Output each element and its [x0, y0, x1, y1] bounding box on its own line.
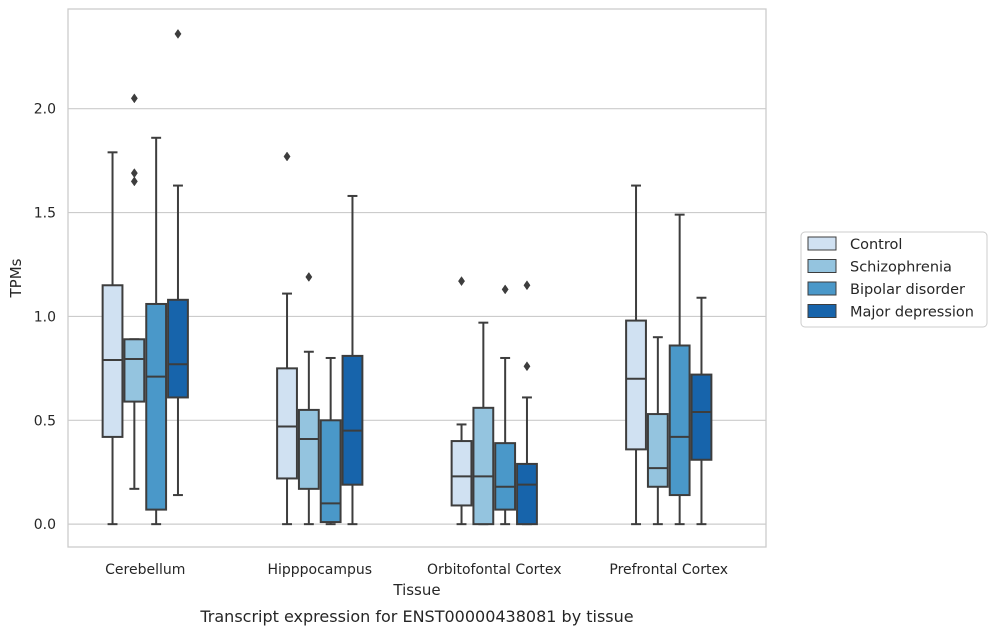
- box-body: [123, 338, 146, 403]
- box-control: [625, 184, 647, 526]
- box-control: [450, 276, 473, 526]
- y-tick-label: 1.0: [34, 309, 56, 325]
- box-body: [167, 298, 189, 399]
- box-body: [319, 419, 342, 524]
- box-bipolar-disorder: [494, 284, 517, 526]
- box-control: [101, 151, 124, 526]
- box-body: [472, 406, 495, 526]
- outlier-point: [283, 151, 291, 162]
- box-body: [516, 462, 538, 526]
- box-major-depression: [341, 194, 364, 526]
- legend-swatch: [807, 281, 837, 296]
- plot-area-frame: [67, 8, 767, 548]
- box-body: [690, 373, 713, 461]
- figure-caption: Transcript expression for ENST0000043808…: [199, 607, 633, 626]
- outlier-point: [130, 176, 138, 187]
- box-body: [668, 344, 691, 497]
- box-body: [341, 354, 364, 486]
- outlier-point: [305, 272, 313, 282]
- box-body: [494, 442, 517, 511]
- outlier-point: [523, 280, 531, 291]
- outlier-point: [458, 276, 465, 287]
- legend-label: Bipolar disorder: [850, 282, 965, 298]
- y-tick-labels: 0.0 0.5 1.0 1.5 2.0: [34, 102, 56, 533]
- outlier-point: [523, 361, 531, 372]
- box-control: [276, 151, 298, 526]
- legend-label: Major depression: [850, 305, 974, 321]
- box-body: [145, 302, 168, 511]
- x-tick-label: Orbitofontal Cortex: [427, 562, 562, 578]
- legend-swatch: [807, 304, 837, 318]
- outlier-point: [501, 284, 509, 295]
- box-major-depression: [690, 296, 713, 526]
- box-body: [625, 319, 647, 451]
- x-tick-label: Cerebellum: [105, 562, 185, 578]
- x-tick-label: Prefrontal Cortex: [609, 562, 728, 578]
- box-bipolar-disorder: [145, 136, 168, 526]
- box-body: [646, 413, 669, 488]
- x-tick-labels: Cerebellum Hipppocampus Orbitofontal Corte…: [105, 562, 728, 578]
- box-schizophrenia: [472, 321, 495, 526]
- box-schizophrenia: [646, 336, 669, 526]
- box-schizophrenia: [123, 93, 146, 490]
- box-body: [450, 440, 473, 507]
- x-axis-label: Tissue: [392, 581, 440, 599]
- outlier-point: [130, 168, 138, 179]
- box-body: [276, 367, 298, 480]
- box-bipolar-disorder: [319, 356, 342, 526]
- y-tick-label: 0.0: [34, 517, 56, 533]
- box-major-depression: [516, 280, 538, 526]
- legend-label: Control: [850, 237, 902, 253]
- y-tick-label: 1.5: [34, 206, 56, 222]
- outlier-point: [130, 93, 138, 104]
- legend-swatch: [807, 259, 837, 273]
- box-body: [101, 284, 124, 438]
- legend-label: Schizophrenia: [850, 260, 952, 276]
- box-bipolar-disorder: [668, 213, 691, 526]
- y-axis-label: TPMs: [7, 258, 25, 298]
- legend-frame: [800, 231, 988, 328]
- box-body: [297, 408, 320, 490]
- boxes: [101, 28, 713, 526]
- y-tick-label: 0.5: [34, 413, 56, 429]
- legend: Control Schizophrenia Bipolar disorder Majo…: [800, 231, 988, 328]
- box-major-depression: [167, 28, 189, 497]
- y-tick-label: 2.0: [34, 102, 56, 118]
- box-schizophrenia: [297, 272, 320, 526]
- outlier-point: [174, 28, 182, 39]
- legend-swatch: [807, 236, 837, 251]
- x-tick-label: Hipppocampus: [267, 562, 372, 578]
